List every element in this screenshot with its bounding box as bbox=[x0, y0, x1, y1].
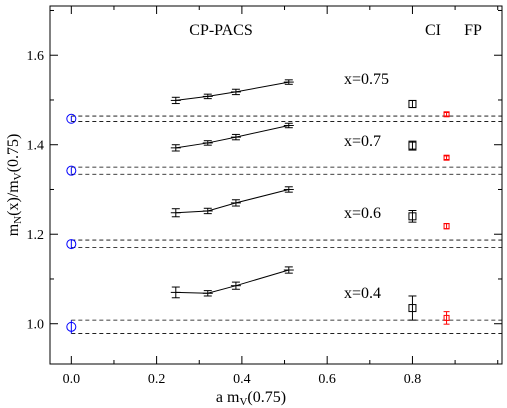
fp-point bbox=[443, 111, 450, 118]
y-axis-title-s1: N bbox=[12, 216, 24, 224]
y-tick-labels: 1.0 1.2 1.4 1.6 bbox=[27, 49, 45, 333]
cppacs-line bbox=[175, 269, 289, 294]
x-axis-title-tail: (0.75) bbox=[247, 389, 286, 406]
continuum-point bbox=[66, 321, 77, 332]
x-axis-title: a mV(0.75) bbox=[216, 389, 286, 408]
fp-point bbox=[443, 314, 450, 321]
fp-point bbox=[443, 223, 450, 230]
continuum-point bbox=[66, 239, 77, 250]
data-marks bbox=[66, 79, 450, 334]
y-axis-title-s2: V bbox=[12, 172, 24, 180]
y-axis-title-m3: (0.75) bbox=[5, 134, 22, 173]
x-tick-label: 0.4 bbox=[233, 372, 251, 387]
annotation-x04: x=0.4 bbox=[344, 285, 381, 302]
ci-point bbox=[408, 212, 417, 221]
y-tick-label: 1.0 bbox=[27, 318, 45, 333]
continuum-bands bbox=[71, 115, 502, 334]
y-axis-title-m1: m bbox=[5, 223, 22, 236]
fp-point bbox=[443, 154, 450, 161]
header-fp: FP bbox=[464, 22, 482, 39]
x-tick-labels: 0.0 0.2 0.4 0.6 0.8 bbox=[63, 372, 422, 387]
y-axis-title-m2: (x)/m bbox=[5, 180, 22, 216]
ci-point bbox=[408, 141, 417, 150]
annotation-x06: x=0.6 bbox=[344, 205, 381, 222]
x-tick-label: 0.6 bbox=[318, 372, 336, 387]
y-tick-label: 1.2 bbox=[27, 228, 45, 243]
x-axis-title-main: a m bbox=[216, 389, 240, 406]
x-tick-label: 0.0 bbox=[63, 372, 81, 387]
y-tick-label: 1.6 bbox=[27, 49, 45, 64]
tick-marks bbox=[50, 6, 502, 364]
x-axis-title-sub: V bbox=[239, 396, 247, 408]
ci-point bbox=[408, 304, 417, 313]
ci-point bbox=[408, 100, 417, 109]
annotation-x07: x=0.7 bbox=[344, 133, 381, 150]
plot-frame bbox=[49, 5, 503, 365]
cppacs-line bbox=[175, 81, 289, 101]
header-cppacs: CP-PACS bbox=[189, 22, 252, 39]
x-tick-label: 0.8 bbox=[404, 372, 422, 387]
continuum-point bbox=[66, 165, 77, 176]
annotation-x075: x=0.75 bbox=[344, 71, 389, 88]
y-tick-label: 1.4 bbox=[27, 139, 45, 154]
header-ci: CI bbox=[425, 22, 441, 39]
cppacs-line bbox=[175, 188, 289, 214]
cppacs-line bbox=[175, 124, 289, 149]
y-axis-title: mN(x)/mV(0.75) bbox=[5, 134, 24, 237]
x-tick-label: 0.2 bbox=[148, 372, 166, 387]
continuum-point bbox=[66, 113, 77, 124]
